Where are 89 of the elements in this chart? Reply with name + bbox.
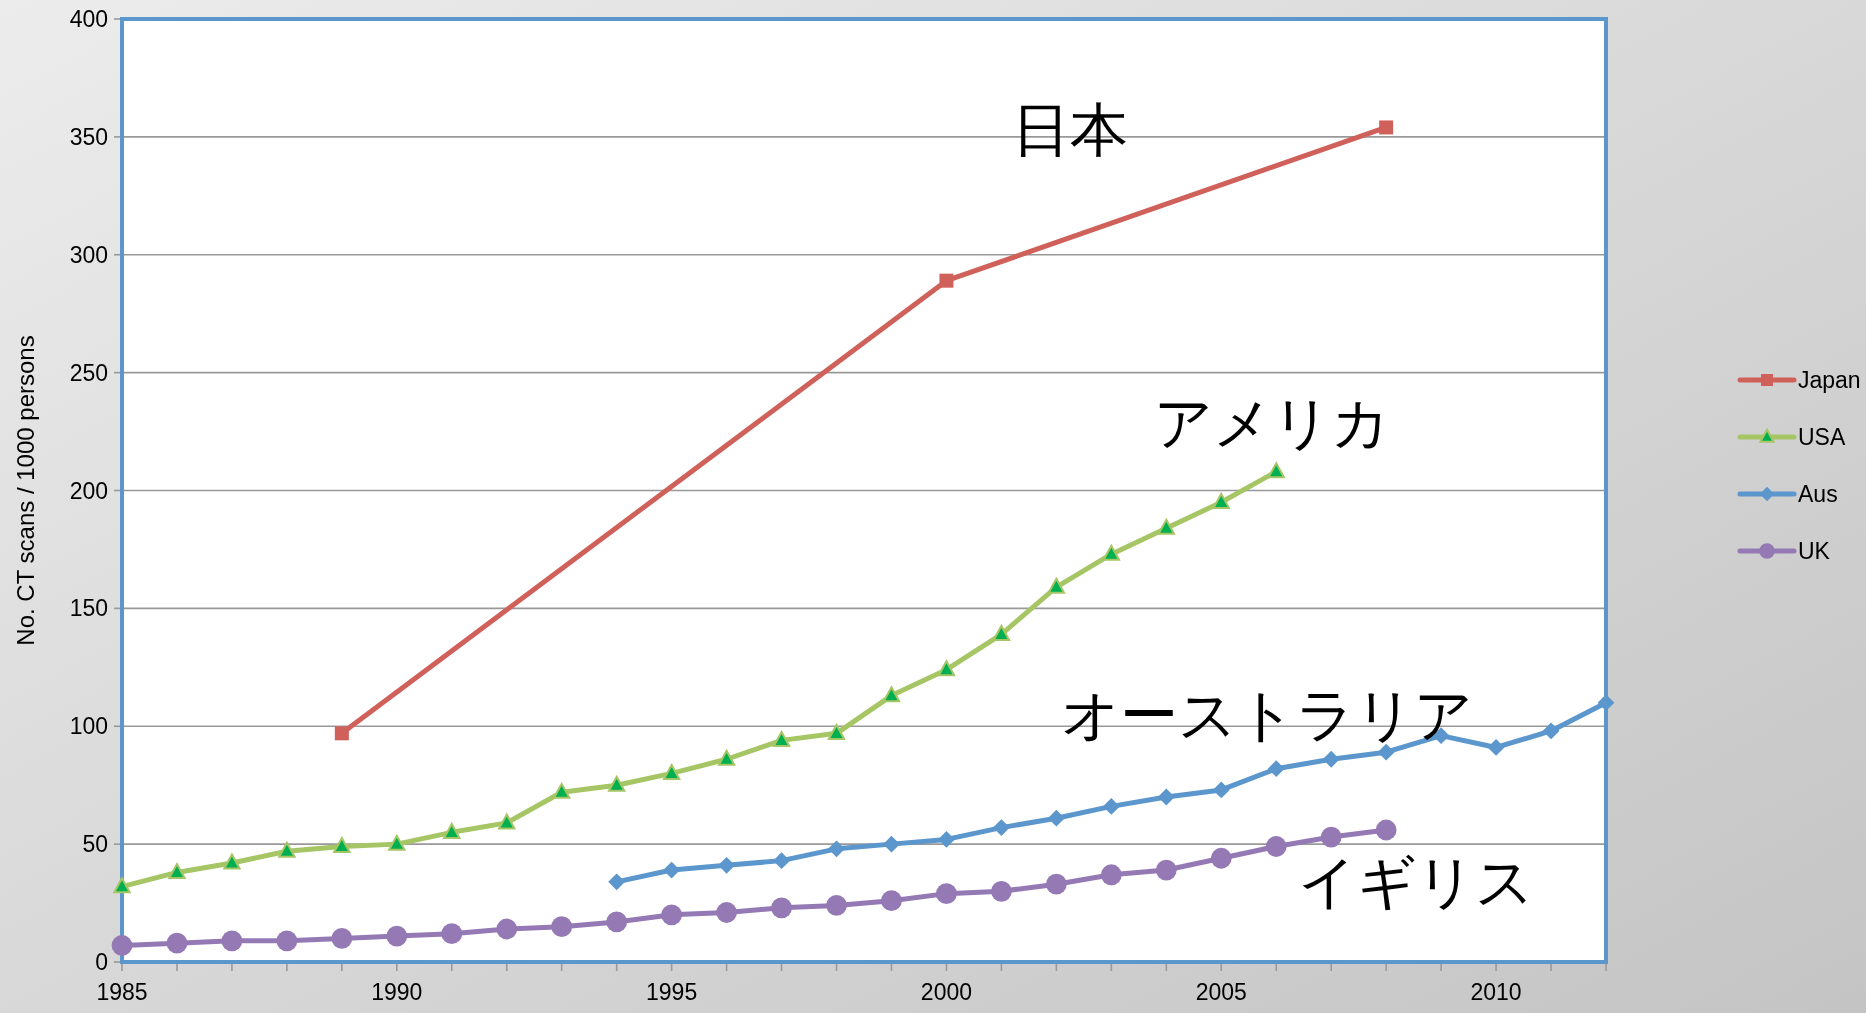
point [881, 890, 902, 912]
point [443, 822, 461, 839]
x-tick-label: 1985 [96, 979, 148, 1005]
point [386, 925, 408, 947]
y-tick-label: 100 [69, 713, 108, 740]
point [606, 911, 628, 933]
x-tick-label: 2010 [1470, 979, 1522, 1005]
point [276, 930, 298, 952]
point [1045, 873, 1067, 895]
x-tick-label: 2005 [1195, 979, 1247, 1005]
point [221, 930, 243, 952]
point [937, 660, 956, 677]
point [882, 686, 901, 703]
point [551, 916, 573, 938]
point [826, 895, 847, 916]
point [771, 897, 792, 919]
point [334, 726, 349, 741]
y-axis-title: No. CT scans / 1000 persons [12, 335, 39, 646]
legend-label: UK [1798, 538, 1831, 564]
point [1100, 864, 1122, 886]
point [1265, 836, 1287, 857]
point [166, 932, 188, 954]
point [1212, 492, 1230, 509]
point [1320, 826, 1342, 848]
y-tick-label: 300 [69, 241, 108, 268]
point [223, 853, 241, 870]
point [718, 856, 735, 874]
point [1047, 577, 1066, 594]
point [498, 813, 516, 830]
point [1210, 847, 1232, 869]
point [441, 923, 463, 945]
point [333, 837, 351, 854]
point [936, 883, 957, 905]
x-tick-label: 2000 [920, 979, 973, 1005]
point [553, 782, 571, 799]
point [1212, 781, 1230, 799]
point [991, 880, 1012, 902]
point [1157, 518, 1175, 535]
y-tick-label: 350 [69, 123, 108, 150]
legend-label: USA [1798, 424, 1846, 450]
point [716, 902, 737, 923]
x-tick-label: 1990 [371, 979, 423, 1005]
point [1542, 722, 1560, 740]
point [1487, 739, 1505, 756]
y-tick-label: 200 [69, 477, 108, 504]
x-tick-label: 1995 [646, 979, 698, 1005]
point [883, 835, 900, 853]
point [662, 764, 681, 780]
point [1102, 544, 1121, 561]
point [828, 840, 845, 858]
point [717, 749, 736, 766]
point [661, 904, 683, 926]
annotation: イギリス [1298, 849, 1535, 915]
point [939, 273, 954, 288]
point [168, 863, 186, 880]
point [1047, 809, 1065, 827]
point [1155, 859, 1177, 881]
point [388, 834, 406, 851]
legend-label: Aus [1798, 481, 1838, 507]
point [607, 775, 626, 792]
point [772, 731, 791, 747]
annotation: 日本 [1012, 96, 1129, 162]
point [496, 918, 518, 940]
point [1267, 760, 1285, 778]
y-tick-label: 250 [69, 359, 108, 386]
legend-label: Japan [1798, 367, 1861, 393]
point [938, 831, 955, 848]
y-tick-label: 400 [69, 6, 108, 32]
point [827, 723, 846, 740]
point [331, 928, 353, 949]
point [773, 852, 790, 870]
annotation: オーストラリア [1061, 682, 1473, 747]
y-tick-label: 0 [95, 949, 108, 975]
point [1322, 750, 1340, 768]
point [608, 873, 626, 891]
annotation: アメリカ [1154, 389, 1391, 455]
point [1375, 819, 1397, 841]
point [113, 877, 131, 894]
point [1267, 462, 1285, 479]
point [111, 935, 133, 956]
point [993, 819, 1010, 837]
y-tick-label: 150 [69, 595, 108, 622]
point [1157, 788, 1175, 806]
point [278, 841, 296, 858]
point [992, 624, 1011, 641]
point [663, 861, 681, 879]
point [1102, 798, 1120, 815]
y-tick-label: 50 [82, 831, 108, 858]
point [1377, 743, 1395, 761]
